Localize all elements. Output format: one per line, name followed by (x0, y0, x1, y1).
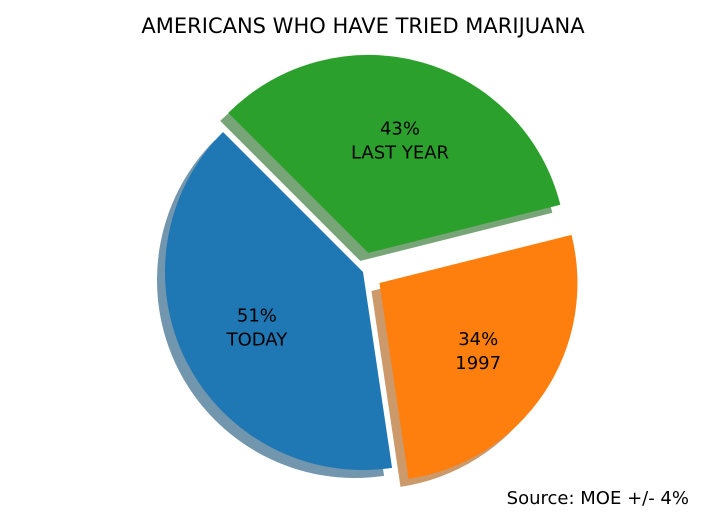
slice-value-label: 51% (237, 305, 277, 326)
slice-value-label: 34% (458, 329, 498, 350)
pie-slice-today (164, 131, 393, 471)
pie-slice-1997 (379, 234, 578, 479)
source-note: Source: MOE +/- 4% (507, 488, 689, 509)
slice-category-label: LAST YEAR (351, 142, 449, 163)
slice-category-label: 1997 (455, 353, 501, 374)
slice-label-today: 51% TODAY (226, 305, 289, 350)
slice-label-last-year: 43% LAST YEAR (351, 118, 449, 163)
slice-category-label: TODAY (226, 329, 289, 350)
pie-slice-last-year (228, 54, 561, 253)
slice-label-1997: 34% 1997 (455, 329, 501, 374)
slice-labels: 51% TODAY 34% 1997 43% LAST YEAR (226, 118, 502, 374)
pie-slices (164, 54, 578, 479)
chart-title: AMERICANS WHO HAVE TRIED MARIJUANA (141, 14, 585, 38)
slice-value-label: 43% (380, 118, 420, 139)
